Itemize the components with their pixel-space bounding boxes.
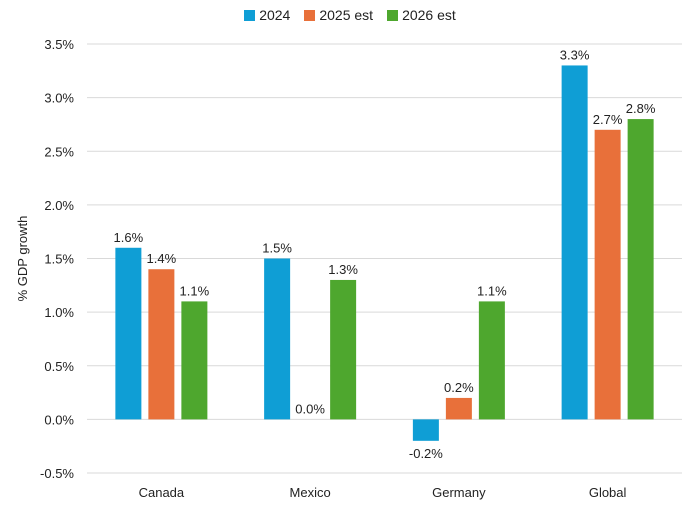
bar	[148, 269, 175, 420]
category-label: Global	[589, 485, 627, 500]
legend: 2024 2025 est 2026 est	[0, 7, 700, 23]
y-tick-label: 0.0%	[44, 412, 74, 427]
data-label: 1.4%	[147, 251, 177, 266]
legend-label-2026: 2026 est	[402, 7, 456, 23]
category-label: Mexico	[290, 485, 331, 500]
bar	[627, 119, 654, 420]
bar	[561, 65, 588, 420]
bar	[330, 279, 357, 420]
data-labels: 1.6%1.4% 1.1% 1.5% 0.0% 1.3% -0.2% 0.2% 1.1% 3.3…	[114, 47, 656, 460]
legend-swatch-2026	[387, 9, 399, 21]
y-tick-label: 3.5%	[44, 37, 74, 52]
data-label: 2.8%	[626, 101, 656, 116]
legend-swatch-2024	[244, 9, 256, 21]
y-tick-label: 2.5%	[44, 144, 74, 159]
data-label: 2.7%	[593, 112, 623, 127]
category-labels: Canada Mexico Germany Global	[139, 485, 627, 500]
data-label: 1.1%	[477, 283, 507, 298]
legend-item-2024: 2024	[244, 7, 290, 23]
bar	[412, 419, 439, 441]
data-label: 1.3%	[328, 262, 358, 277]
y-tick-label: 2.0%	[44, 198, 74, 213]
legend-label-2025: 2025 est	[319, 7, 374, 23]
y-tick-label: 3.0%	[44, 91, 74, 106]
y-tick-label: 0.5%	[44, 359, 74, 374]
legend-label-2024: 2024	[259, 7, 291, 23]
bar	[445, 397, 472, 420]
legend-item-2026: 2026 est	[387, 7, 456, 23]
data-label: -0.2%	[409, 446, 443, 461]
bar	[115, 247, 142, 420]
legend-swatch-2025	[304, 9, 316, 21]
y-tick-label: 1.5%	[44, 252, 74, 267]
y-tick-label: -0.5%	[40, 466, 74, 481]
y-axis-label: % GDP growth	[15, 216, 30, 302]
y-tick-label: 1.0%	[44, 305, 74, 320]
data-label: 3.3%	[560, 47, 590, 62]
category-label: Germany	[432, 485, 486, 500]
data-label: 0.0%	[295, 401, 325, 416]
gridlines	[87, 43, 682, 474]
data-label: 0.2%	[444, 380, 474, 395]
bar	[181, 301, 208, 420]
data-label: 1.6%	[114, 230, 144, 245]
category-label: Canada	[139, 485, 185, 500]
bar	[478, 301, 505, 420]
data-label: 1.5%	[262, 241, 292, 256]
legend-item-2025: 2025 est	[304, 7, 373, 23]
y-axis-ticks: 3.5% 3.0% 2.5% 2.0% 1.5% 1.0% 0.5% 0.0% -0.5%	[40, 37, 74, 481]
bar	[594, 129, 621, 420]
bar	[264, 258, 291, 420]
bars	[115, 65, 654, 441]
data-label: 1.1%	[180, 283, 210, 298]
